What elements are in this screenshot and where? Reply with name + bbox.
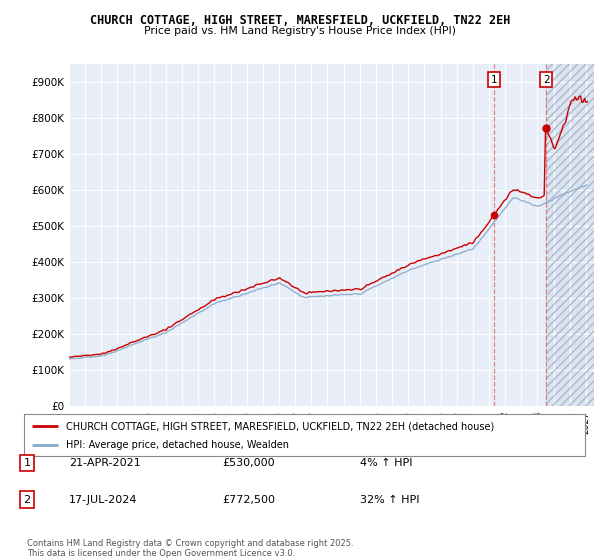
Text: CHURCH COTTAGE, HIGH STREET, MARESFIELD, UCKFIELD, TN22 2EH: CHURCH COTTAGE, HIGH STREET, MARESFIELD,…: [90, 14, 510, 27]
Text: 2: 2: [543, 75, 550, 85]
Bar: [546, 64, 594, 406]
Text: 1: 1: [23, 458, 31, 468]
Bar: [546, 64, 594, 406]
Text: CHURCH COTTAGE, HIGH STREET, MARESFIELD, UCKFIELD, TN22 2EH (detached house): CHURCH COTTAGE, HIGH STREET, MARESFIELD,…: [66, 421, 494, 431]
Text: 21-APR-2021: 21-APR-2021: [69, 458, 141, 468]
Text: £530,000: £530,000: [222, 458, 275, 468]
Text: £772,500: £772,500: [222, 494, 275, 505]
Text: 1: 1: [490, 75, 497, 85]
Text: 32% ↑ HPI: 32% ↑ HPI: [360, 494, 419, 505]
Text: HPI: Average price, detached house, Wealden: HPI: Average price, detached house, Weal…: [66, 440, 289, 450]
Text: 4% ↑ HPI: 4% ↑ HPI: [360, 458, 413, 468]
Text: 17-JUL-2024: 17-JUL-2024: [69, 494, 137, 505]
Text: 2: 2: [23, 494, 31, 505]
Text: Price paid vs. HM Land Registry's House Price Index (HPI): Price paid vs. HM Land Registry's House …: [144, 26, 456, 36]
Text: Contains HM Land Registry data © Crown copyright and database right 2025.
This d: Contains HM Land Registry data © Crown c…: [27, 539, 353, 558]
